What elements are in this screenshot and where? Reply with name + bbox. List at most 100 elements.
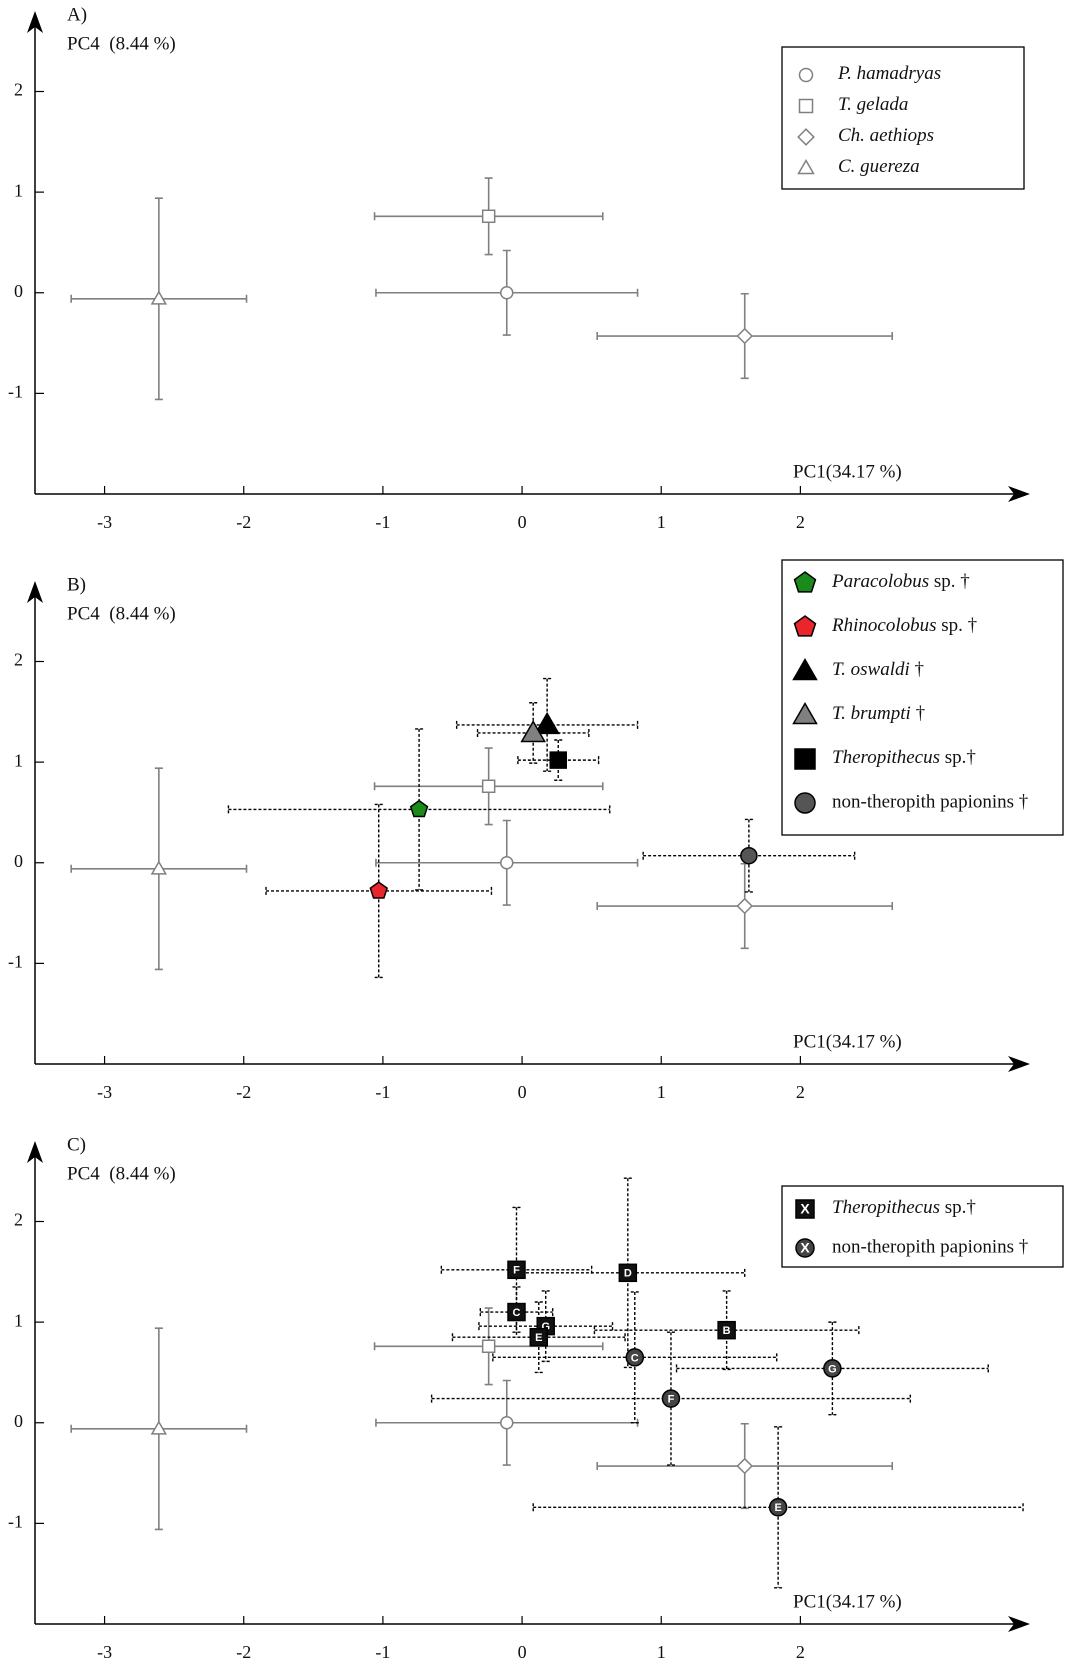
marker (150, 1420, 168, 1435)
x-tick-label: 1 (657, 1642, 666, 1662)
panel-label: C) (67, 1134, 86, 1155)
marker (500, 856, 514, 870)
panel-label: B) (67, 574, 86, 595)
y-tick-label: 0 (14, 851, 23, 871)
point-label: C (513, 1307, 521, 1319)
x-tick-label: -3 (97, 1082, 112, 1102)
x-tick-label: 0 (518, 1642, 527, 1662)
legend-marker-label: X (800, 1240, 810, 1256)
x-tick-label: -2 (236, 1642, 251, 1662)
y-tick-label: 0 (14, 281, 23, 301)
legend-label: T. gelada (838, 94, 908, 115)
x-tick-label: 2 (796, 1082, 805, 1102)
legend-label: T. oswaldi † (832, 659, 924, 680)
y-axis-label: PC4 (8.44 %) (67, 603, 176, 624)
marker (369, 881, 388, 899)
point-label: F (668, 1394, 675, 1406)
legend-box (781, 46, 1025, 190)
x-tick-label: -2 (236, 1082, 251, 1102)
marker (794, 748, 816, 770)
point-label: G (828, 1363, 837, 1375)
y-tick-label: 0 (14, 1411, 23, 1431)
marker (500, 286, 514, 300)
x-tick-label: 2 (796, 1642, 805, 1662)
x-axis-arrow (1008, 1616, 1030, 1632)
legend-label: C. guereza (838, 156, 920, 177)
y-tick-label: 2 (14, 80, 23, 100)
marker (823, 1359, 842, 1378)
marker (625, 1348, 645, 1367)
panel-label: A) (67, 4, 87, 25)
y-tick-label: -1 (8, 1512, 23, 1532)
marker (768, 1498, 788, 1517)
y-tick-label: -1 (8, 952, 23, 972)
marker (798, 98, 814, 114)
point-label: G (541, 1321, 550, 1333)
x-tick-label: -3 (97, 512, 112, 532)
legend-marker-label: X (800, 1201, 810, 1217)
marker (549, 751, 567, 769)
x-axis-arrow (1008, 486, 1030, 502)
legend-label: Theropithecus sp.† (832, 747, 976, 768)
point-label: F (513, 1265, 520, 1277)
marker (150, 290, 168, 305)
legend-label: P. hamadryas (837, 63, 941, 84)
marker (661, 1389, 681, 1408)
x-tick-label: -1 (375, 512, 390, 532)
y-tick-label: 1 (14, 180, 23, 200)
y-tick-label: 2 (14, 650, 23, 670)
point-label: B (723, 1325, 731, 1337)
legend-label: Theropithecus sp.† (832, 1197, 976, 1218)
x-tick-label: 0 (518, 1082, 527, 1102)
x-tick-label: -1 (375, 1082, 390, 1102)
legend-label: Rhinocolobus sp. † (831, 615, 977, 636)
marker (534, 711, 560, 735)
marker (481, 209, 496, 224)
marker (795, 1238, 815, 1258)
legend-label: Paracolobus sp. † (831, 571, 970, 592)
x-axis-label: PC1(34.17 %) (793, 1031, 902, 1052)
marker (618, 1263, 638, 1283)
marker (740, 846, 758, 865)
x-tick-label: 0 (518, 512, 527, 532)
point-label: C (631, 1352, 639, 1364)
marker (736, 327, 753, 345)
legend-marker (797, 128, 815, 146)
x-tick-label: 1 (657, 1082, 666, 1102)
x-tick-label: 1 (657, 512, 666, 532)
point-label: E (535, 1332, 542, 1344)
legend-label: Ch. aethiops (838, 125, 934, 146)
legend-marker (793, 571, 817, 593)
legend-label: non-theropith papionins † (832, 1236, 1028, 1257)
x-axis-arrow (1008, 1056, 1030, 1072)
x-tick-label: -1 (375, 1642, 390, 1662)
x-error-bar (532, 1503, 1024, 1512)
legend-marker (792, 657, 818, 681)
y-axis-label: PC4 (8.44 %) (67, 1163, 176, 1184)
point-label: E (774, 1502, 781, 1514)
y-error-bar (623, 1177, 632, 1369)
y-tick-label: 2 (14, 1210, 23, 1230)
x-tick-label: 2 (796, 512, 805, 532)
marker (500, 1416, 514, 1430)
marker (481, 779, 496, 794)
marker (717, 1320, 736, 1340)
marker (507, 1302, 526, 1322)
y-axis-arrow (27, 581, 43, 603)
y-axis-label: PC4 (8.44 %) (67, 33, 176, 54)
legend-box (781, 1185, 1064, 1268)
marker (529, 1327, 549, 1347)
marker (798, 67, 814, 83)
x-axis-label: PC1(34.17 %) (793, 1591, 902, 1612)
y-tick-label: 1 (14, 750, 23, 770)
legend-marker (792, 701, 818, 725)
marker (794, 792, 816, 814)
legend-marker (797, 159, 815, 175)
point-label: D (624, 1268, 632, 1280)
legend-label: T. brumpti † (832, 703, 925, 724)
marker (150, 860, 168, 875)
marker (736, 897, 753, 915)
x-tick-label: -3 (97, 1642, 112, 1662)
